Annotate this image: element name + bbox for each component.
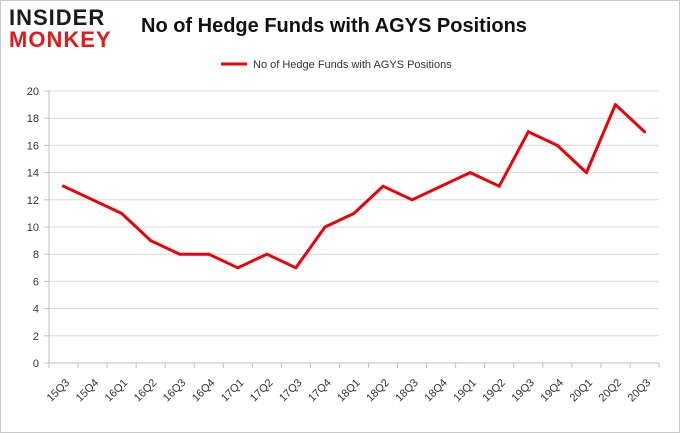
data-point (323, 225, 327, 229)
x-tick-label: 17Q1 (219, 377, 247, 405)
data-point (642, 130, 646, 134)
data-point (91, 198, 95, 202)
x-tick-label: 17Q3 (277, 377, 305, 405)
data-point (149, 239, 153, 243)
x-tick-label: 17Q2 (248, 377, 276, 405)
x-tick-label: 19Q3 (510, 377, 538, 405)
insider-monkey-logo: INSIDER MONKEY (9, 7, 129, 55)
series-line-0 (62, 103, 646, 270)
data-point (178, 252, 182, 256)
x-tick-label: 16Q3 (161, 377, 189, 405)
x-tick-label: 16Q2 (132, 377, 160, 405)
x-tick-label: 18Q3 (393, 377, 421, 405)
data-point (381, 184, 385, 188)
y-tick-label: 0 (33, 358, 39, 370)
x-tick-label: 19Q4 (539, 377, 567, 405)
logo-line-1: INSIDER (9, 5, 106, 30)
data-point (294, 266, 298, 270)
data-point (352, 211, 356, 215)
y-tick-label: 2 (33, 331, 39, 343)
data-point (526, 130, 530, 134)
y-tick-label: 10 (27, 222, 39, 234)
x-tick-label: 20Q3 (626, 377, 654, 405)
x-tick-label: 20Q2 (597, 377, 625, 405)
data-point (410, 198, 414, 202)
x-tick-label: 16Q1 (103, 377, 131, 405)
y-tick-label: 16 (27, 140, 39, 152)
data-point (62, 184, 66, 188)
y-tick-label: 20 (27, 86, 39, 98)
data-point (120, 211, 124, 215)
y-tick-label: 14 (27, 168, 39, 180)
data-point (584, 171, 588, 175)
x-tick-label: 18Q4 (422, 377, 450, 405)
y-tick-label: 18 (27, 113, 39, 125)
y-tick-label: 6 (33, 276, 39, 288)
x-tick-label: 19Q1 (451, 377, 479, 405)
data-point (613, 103, 617, 107)
y-tick-label: 12 (27, 195, 39, 207)
x-tick-label: 20Q1 (568, 377, 596, 405)
chart-title: No of Hedge Funds with AGYS Positions (141, 15, 527, 37)
data-point (207, 252, 211, 256)
data-point (497, 184, 501, 188)
x-tick-label: 19Q2 (480, 377, 508, 405)
x-tick-label: 15Q4 (74, 377, 102, 405)
x-tick-label: 18Q1 (335, 377, 363, 405)
logo-line-2: MONKEY (9, 27, 112, 52)
x-tick-label: 18Q2 (364, 377, 392, 405)
x-tick-label: 17Q4 (306, 377, 334, 405)
data-point (555, 143, 559, 147)
x-tick-label: 15Q3 (45, 377, 73, 405)
data-point (236, 266, 240, 270)
x-tick-label: 16Q4 (190, 377, 218, 405)
data-point (468, 171, 472, 175)
y-tick-label: 4 (33, 304, 39, 316)
y-tick-label: 8 (33, 249, 39, 261)
data-point (265, 252, 269, 256)
legend-label: No of Hedge Funds with AGYS Positions (253, 59, 452, 71)
data-point (439, 184, 443, 188)
